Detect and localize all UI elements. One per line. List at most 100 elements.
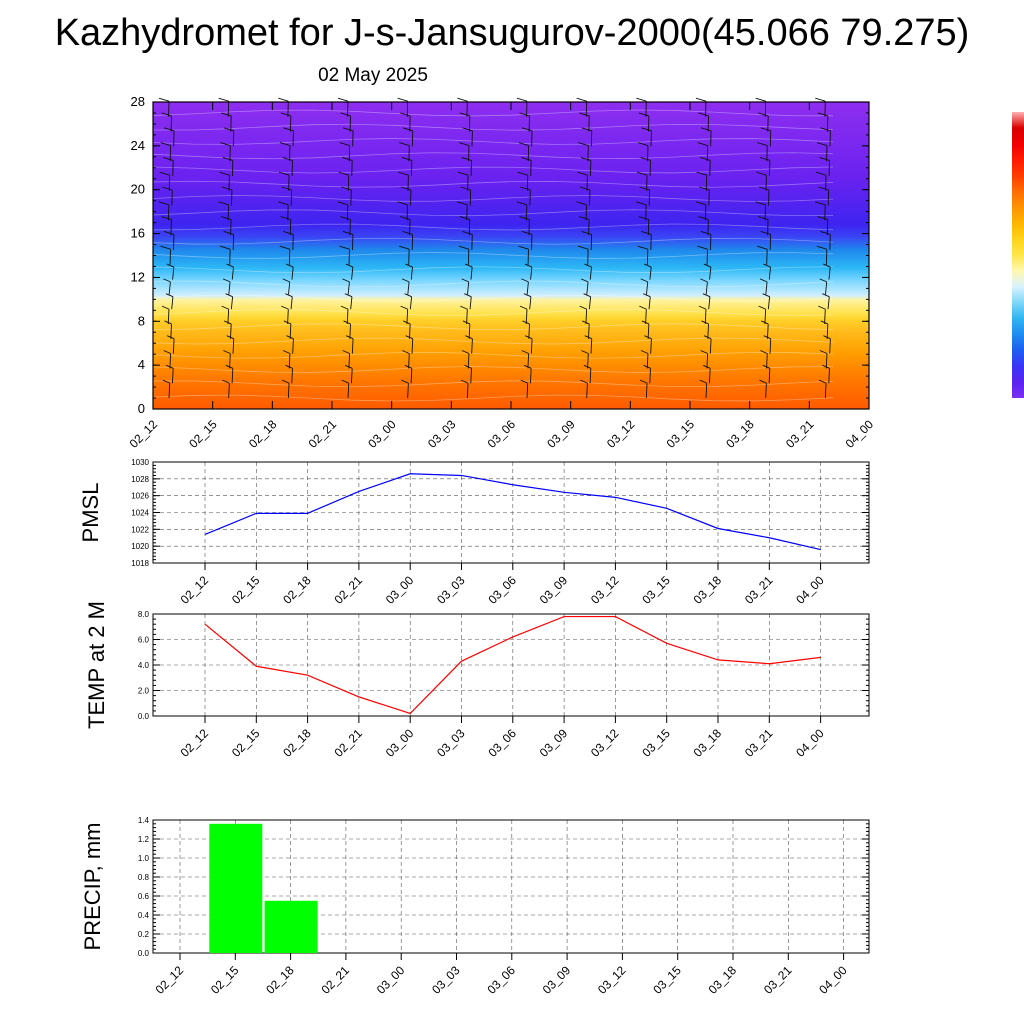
wind-barb [402, 350, 410, 369]
wind-barb [278, 97, 289, 117]
x-tick-label: 02_12 [178, 573, 212, 607]
wind-barb [221, 112, 232, 132]
wind-barb [517, 171, 529, 191]
y-tick-label: 0.0 [138, 712, 150, 721]
wind-barb [520, 379, 529, 399]
x-tick-label: 03_18 [723, 417, 757, 451]
wind-barb [817, 216, 829, 236]
wind-barb [760, 127, 772, 147]
colorbar [1012, 112, 1024, 398]
wind-barb [399, 142, 410, 162]
wind-barb [280, 216, 292, 236]
x-tick-label: 03_03 [429, 963, 463, 997]
wind-barb [576, 97, 588, 117]
wind-barb [816, 142, 828, 162]
x-tick-label: 03_00 [383, 573, 417, 607]
wind-barb [223, 350, 231, 369]
y-axis-label: TEMP at 2 M [84, 601, 109, 729]
wind-barb [282, 350, 291, 369]
wind-barb [459, 216, 471, 236]
x-tick-label: 03_15 [650, 963, 684, 997]
wind-barb [337, 97, 349, 117]
x-tick-label: 02_21 [332, 726, 366, 760]
wind-barb [699, 186, 710, 206]
wind-barb [340, 112, 351, 132]
x-tick-label: 02_12 [127, 417, 161, 451]
wind-barb [220, 142, 231, 162]
wind-barb [221, 186, 233, 206]
wind-barb [699, 379, 708, 399]
wind-barb [579, 305, 588, 325]
x-tick-label: 04_00 [816, 963, 850, 997]
wind-barb [519, 305, 528, 325]
wind-barb [643, 263, 652, 280]
wind-barb [639, 379, 648, 399]
wind-barb [636, 97, 647, 117]
wind-barb [397, 97, 409, 117]
wind-barb [400, 186, 412, 206]
wind-barb [819, 156, 830, 177]
x-tick-label: 03_15 [639, 573, 673, 607]
y-tick-label: 28 [131, 94, 145, 109]
x-tick-label: 03_06 [485, 417, 519, 451]
wind-barb [341, 379, 350, 399]
x-tick-label: 03_00 [383, 726, 417, 760]
wind-barb [460, 305, 468, 325]
x-tick-label: 03_03 [425, 417, 459, 451]
y-tick-label: 6.0 [138, 636, 150, 645]
contour-line [152, 394, 834, 402]
wind-barb [815, 97, 826, 117]
contour-line [152, 195, 834, 202]
y-tick-label: 0 [138, 401, 145, 416]
wind-barb [700, 127, 712, 147]
wind-barb [523, 293, 532, 310]
wind-barb [641, 127, 652, 147]
y-tick-label: 0.6 [138, 892, 150, 901]
x-tick-label: 03_12 [588, 726, 622, 760]
wind-barb [519, 112, 530, 132]
wind-barb [283, 230, 294, 251]
y-tick-label: 1.4 [138, 816, 150, 825]
contour-line [152, 323, 834, 331]
x-tick-label: 03_15 [639, 726, 673, 760]
x-tick-label: 02_12 [178, 726, 212, 760]
wind-barb [461, 156, 472, 177]
wind-barb [161, 216, 172, 236]
x-tick-label: 03_21 [742, 573, 776, 607]
wind-barb [762, 293, 771, 310]
contour-line [152, 380, 834, 388]
x-tick-label: 03_03 [434, 726, 468, 760]
wind-barb [695, 97, 707, 117]
wind-barb [578, 216, 590, 236]
wind-barb [158, 201, 170, 221]
wind-barb [163, 127, 175, 147]
wind-barb [337, 201, 349, 221]
wind-barb [518, 142, 530, 162]
x-tick-label: 02_21 [332, 573, 366, 607]
x-tick-label: 03_06 [484, 963, 518, 997]
contour-line [152, 309, 834, 316]
wind-barb [161, 112, 172, 132]
wind-barb [458, 245, 470, 265]
x-tick-label: 03_09 [540, 963, 574, 997]
wind-barb [698, 216, 709, 236]
wind-barb [225, 293, 234, 310]
wind-barb [401, 278, 410, 295]
wind-barb [162, 186, 173, 206]
y-tick-label: 1.0 [138, 854, 150, 863]
wind-barb [758, 305, 767, 325]
wind-barb [700, 278, 708, 295]
wind-barb [822, 293, 830, 310]
wind-barb [818, 305, 826, 325]
wind-barb [579, 112, 590, 132]
cross-section-panel: 0 4 8 12 16 20 24 28 02_12 02_15 02_18 02_21 03_00 03… [127, 94, 877, 451]
y-tick-label: 1026 [131, 492, 149, 501]
wind-barb [638, 216, 650, 236]
contour-line [152, 123, 834, 131]
wind-barb [581, 350, 589, 369]
wind-barb [162, 379, 171, 399]
wind-barb [285, 263, 294, 280]
wind-barb [578, 245, 589, 265]
wind-barb [759, 379, 767, 399]
x-tick-label: 02_18 [280, 726, 314, 760]
